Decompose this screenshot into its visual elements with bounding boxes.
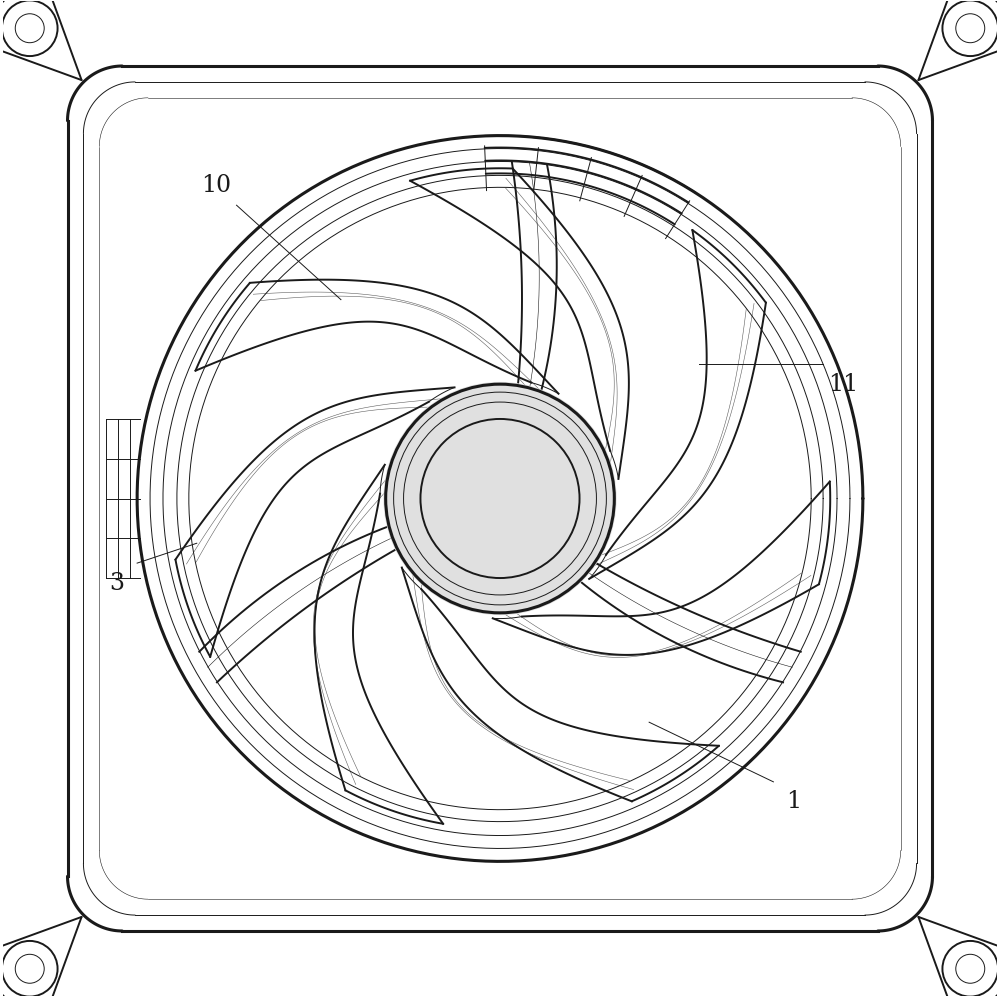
Text: 11: 11 [828, 373, 858, 396]
Circle shape [383, 382, 617, 615]
Text: 1: 1 [786, 791, 801, 814]
Text: 3: 3 [110, 571, 125, 594]
Text: 10: 10 [202, 173, 232, 196]
